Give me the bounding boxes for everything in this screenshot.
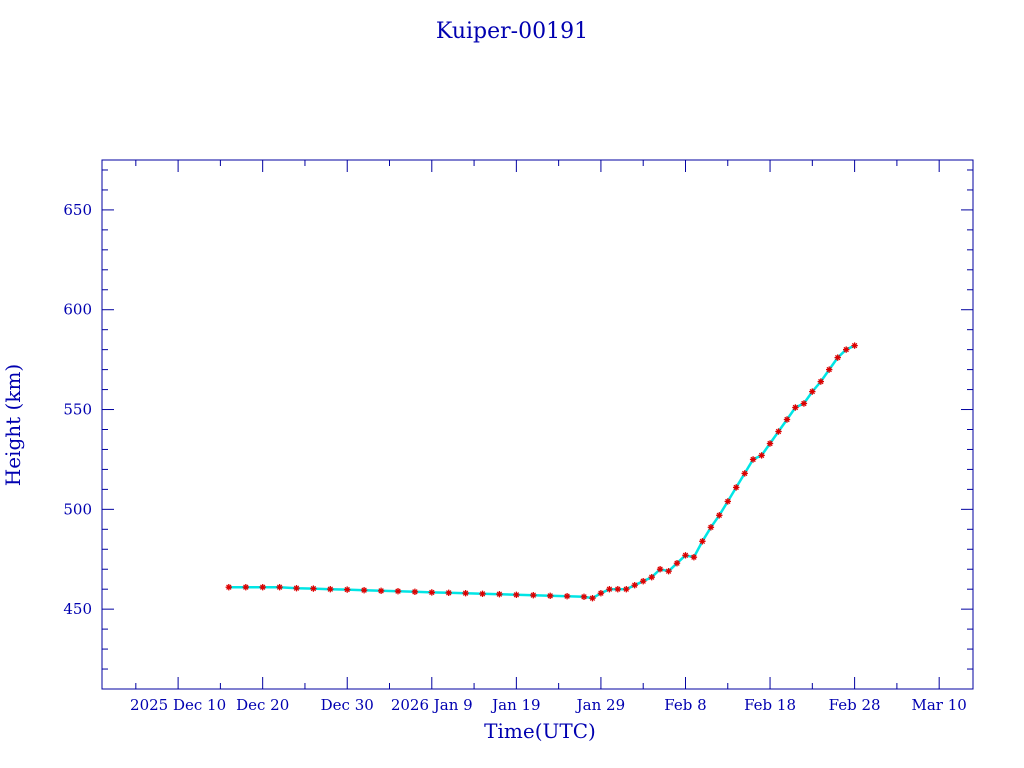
data-point [530,592,537,599]
data-point [682,552,689,559]
x-axis-label: Time(UTC) [484,719,596,743]
x-tick-label: Dec 30 [321,696,374,714]
data-point [547,592,554,599]
x-tick-label: Jan 19 [490,696,540,714]
y-tick-label: 650 [63,201,92,219]
data-point [648,574,655,581]
data-point [817,378,824,385]
data-point [741,470,748,477]
data-point [606,586,613,593]
x-axis: 2025 Dec 10 Dec 20 Dec 30 2026 Jan 9 Jan 19 J… [130,160,967,714]
data-point [749,456,757,463]
x-tick-label: Jan 29 [575,696,625,714]
data-point [580,593,588,600]
data-point [826,366,833,373]
data-point [377,587,385,594]
data-series [225,342,858,602]
y-axis: 450 500 550 600 650 [63,169,973,670]
data-point [800,400,808,407]
data-point [809,388,816,395]
data-point [792,404,799,411]
data-point [310,585,317,592]
data-point [344,586,351,593]
data-point [428,589,435,596]
data-point [394,588,402,595]
x-tick-label: Feb 28 [829,696,881,714]
data-point [462,590,469,597]
data-point [783,416,791,423]
plot-frame [101,159,974,690]
x-tick-label: Dec 20 [236,696,289,714]
data-point [640,578,647,585]
data-point [496,591,503,598]
chart-title: Kuiper-00191 [436,19,588,44]
y-tick-label: 500 [63,500,92,518]
data-point [724,498,731,505]
data-point [623,586,630,593]
data-point [707,524,715,531]
data-point [834,354,841,361]
x-tick-label: 2025 Dec 10 [130,696,226,714]
data-point [656,566,664,573]
x-tick-label: Feb 18 [744,696,796,714]
data-point [766,440,774,447]
data-point [293,585,300,592]
data-point [225,584,233,591]
x-tick-label: Feb 8 [664,696,706,714]
data-point [276,584,283,591]
x-tick-label: 2026 Jan 9 [391,696,473,714]
data-point [597,590,605,597]
y-tick-label: 450 [63,600,92,618]
data-point [758,452,765,459]
data-point [775,428,782,435]
data-point [716,512,723,519]
x-tick-label: Mar 10 [912,696,967,714]
data-point [851,342,858,349]
data-point [733,484,740,491]
data-point [665,568,672,575]
data-point [259,584,266,591]
data-point [411,588,419,595]
data-point [699,538,706,545]
data-point [513,591,520,598]
data-point [631,582,638,589]
data-point [445,589,452,596]
data-point [242,584,250,591]
data-point [843,346,850,353]
y-axis-label: Height (km) [1,364,25,486]
data-point [589,595,596,602]
y-tick-label: 550 [63,401,92,419]
data-point [563,593,571,600]
data-point [360,587,368,594]
data-point [673,560,681,567]
data-point [327,586,334,593]
y-tick-label: 600 [63,301,92,319]
data-point [479,590,486,597]
data-point [614,586,621,593]
data-point [690,554,698,561]
series-line [228,344,856,600]
